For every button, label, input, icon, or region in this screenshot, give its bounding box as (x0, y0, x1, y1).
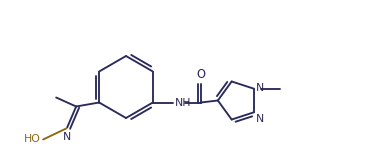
Text: NH: NH (175, 97, 191, 107)
Text: HO: HO (24, 135, 41, 145)
Text: O: O (196, 67, 205, 81)
Text: N: N (256, 83, 264, 93)
Text: N: N (63, 133, 71, 143)
Text: N: N (256, 114, 264, 124)
